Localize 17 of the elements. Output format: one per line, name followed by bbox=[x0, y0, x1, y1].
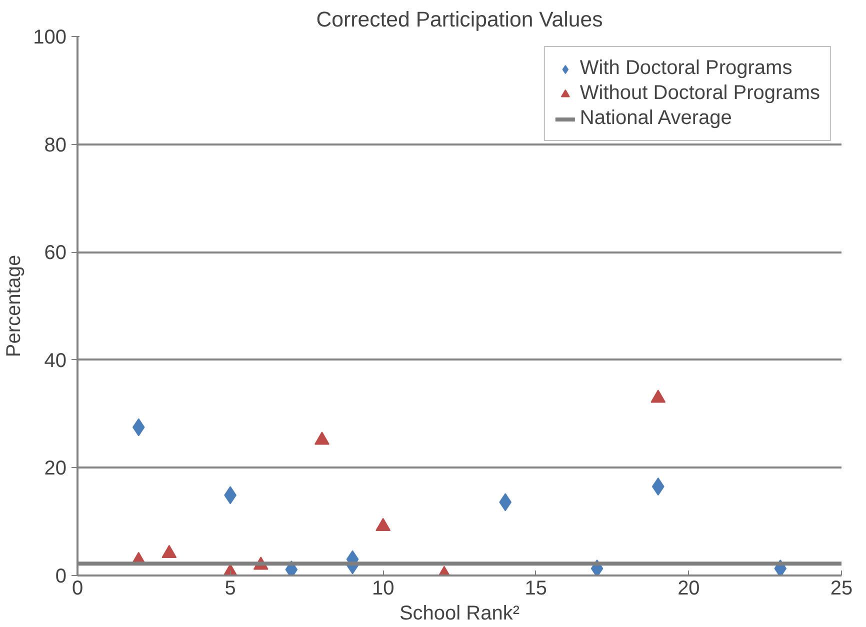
y-tick-label: 40 bbox=[44, 350, 67, 372]
x-axis-title: School Rank² bbox=[399, 602, 520, 624]
legend-label: Without Doctoral Programs bbox=[580, 82, 820, 105]
y-tick-label: 60 bbox=[44, 242, 67, 264]
x-tick-label: 0 bbox=[72, 578, 84, 600]
y-axis-title: Percentage bbox=[3, 254, 26, 358]
y-tick-label: 80 bbox=[44, 134, 67, 156]
x-tick-label: 15 bbox=[524, 578, 548, 600]
x-tick-label: 25 bbox=[830, 578, 853, 600]
y-tick-label: 100 bbox=[33, 26, 67, 48]
legend-label: With Doctoral Programs bbox=[580, 57, 792, 80]
legend-label: National Average bbox=[580, 107, 732, 130]
y-tick-label: 20 bbox=[44, 458, 67, 480]
x-tick-label: 10 bbox=[372, 578, 394, 600]
chart-title: Corrected Participation Values bbox=[316, 8, 603, 32]
x-tick-label: 20 bbox=[678, 578, 700, 600]
x-tick-label: 5 bbox=[224, 578, 236, 600]
